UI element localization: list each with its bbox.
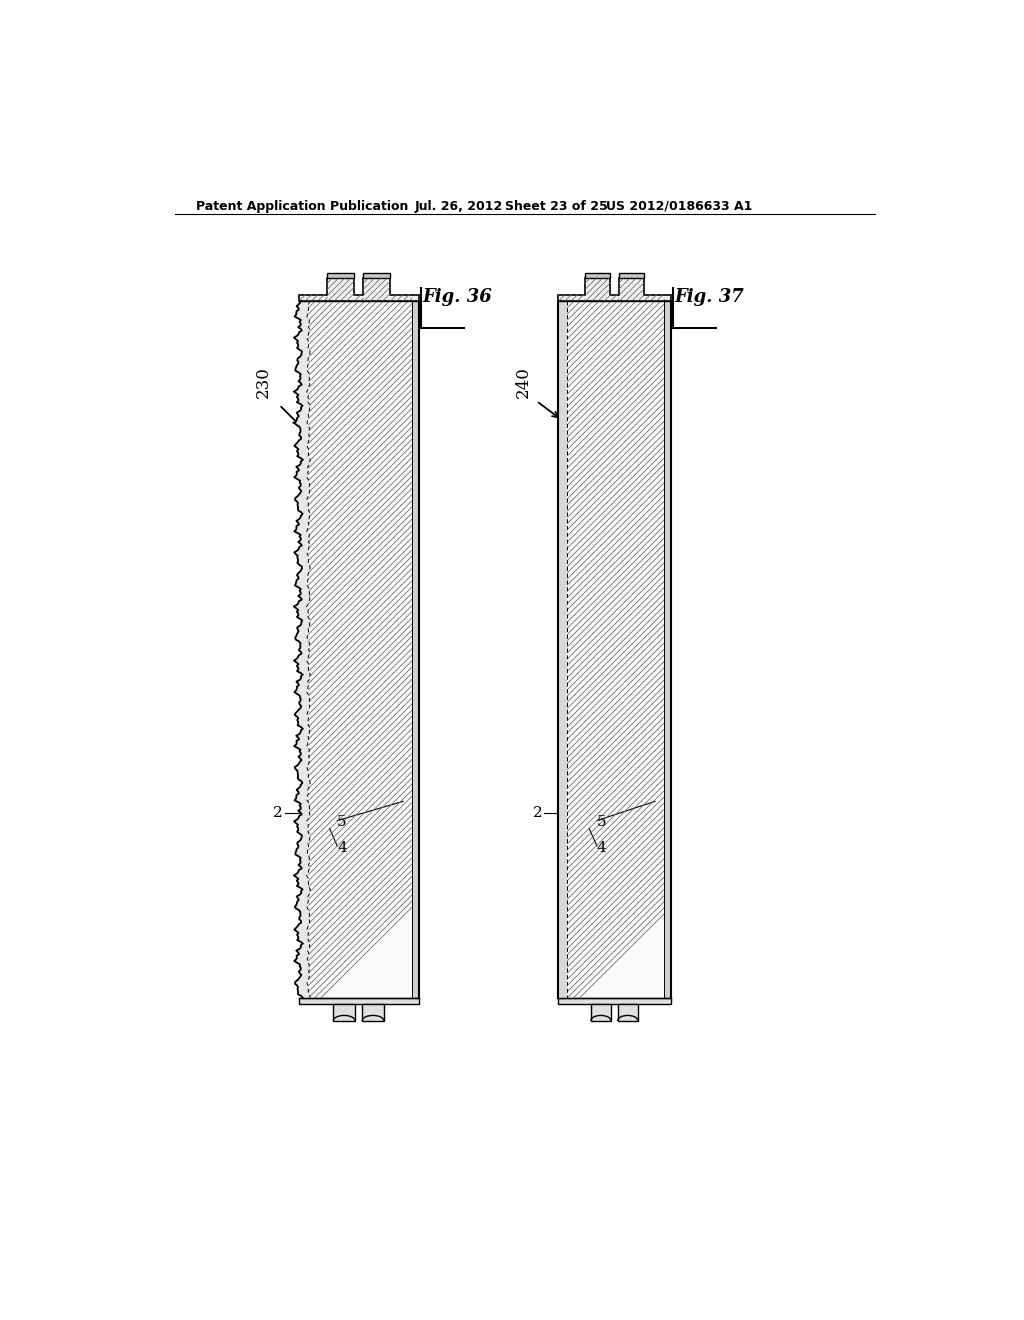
Polygon shape	[618, 273, 643, 277]
Text: 240: 240	[515, 366, 531, 397]
Polygon shape	[334, 1003, 355, 1020]
Text: 2: 2	[273, 807, 283, 820]
Text: Fig. 37: Fig. 37	[675, 288, 744, 306]
Text: Patent Application Publication: Patent Application Publication	[197, 199, 409, 213]
Text: 5: 5	[597, 816, 606, 829]
Text: Fig. 36: Fig. 36	[423, 288, 493, 306]
Polygon shape	[558, 301, 567, 998]
Polygon shape	[299, 277, 419, 301]
Polygon shape	[665, 301, 671, 998]
Polygon shape	[558, 277, 671, 301]
Text: Jul. 26, 2012: Jul. 26, 2012	[415, 199, 503, 213]
Polygon shape	[308, 301, 412, 998]
Polygon shape	[362, 1003, 384, 1020]
Polygon shape	[567, 301, 665, 998]
Text: Sheet 23 of 25: Sheet 23 of 25	[506, 199, 608, 213]
Text: 4: 4	[597, 841, 606, 854]
Polygon shape	[558, 998, 671, 1003]
Text: 5: 5	[337, 816, 347, 829]
Text: 4: 4	[337, 841, 347, 854]
Polygon shape	[294, 301, 310, 998]
Polygon shape	[364, 273, 390, 277]
Polygon shape	[617, 1003, 638, 1020]
Polygon shape	[299, 998, 419, 1003]
Polygon shape	[328, 273, 353, 277]
Text: 2: 2	[532, 807, 543, 820]
Text: US 2012/0186633 A1: US 2012/0186633 A1	[606, 199, 753, 213]
Text: 230: 230	[255, 366, 272, 397]
Polygon shape	[585, 273, 610, 277]
Polygon shape	[412, 301, 419, 998]
Polygon shape	[591, 1003, 611, 1020]
